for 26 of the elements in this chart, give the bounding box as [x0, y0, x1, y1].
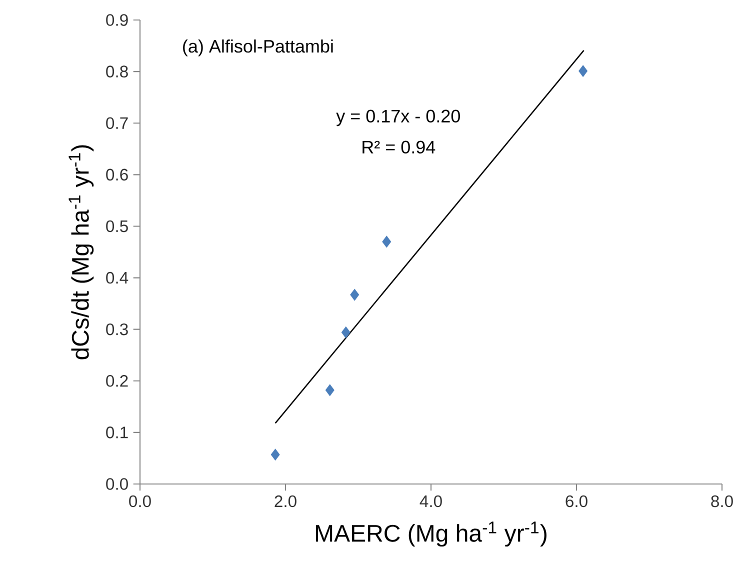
point [341, 326, 350, 338]
y-tick-label: 0.9 [106, 14, 128, 26]
annotation: y = 0.17x - 0.20 [336, 110, 460, 126]
y-tick-label: 0.7 [106, 117, 128, 130]
y-tick-label: 0.3 [106, 323, 128, 336]
x-tick-label: 4.0 [420, 495, 442, 508]
x-axis-title: MAERC (Mg ha$^{-1}$ yr$^{-1}$) [316, 522, 546, 547]
point [382, 236, 392, 248]
point [270, 448, 280, 460]
y-tick-label: 0.0 [106, 478, 128, 490]
annotation: R² = 0.94 [362, 140, 436, 154]
point [350, 288, 360, 301]
y-tick-label: 0.2 [106, 375, 128, 387]
y-tick-label: 0.1 [106, 426, 128, 438]
y-tick-label: 0.5 [106, 220, 128, 232]
x-tick-label: 2.0 [274, 495, 296, 508]
y-tick-label: 0.6 [106, 168, 128, 181]
annotation: (a) Alfisol-Pattambi [183, 39, 333, 56]
y-axis-title: dCs/dt (Mg ha$^{-1}$ yr$^{-1}$) [68, 145, 94, 360]
point [578, 65, 588, 77]
y-tick-label: 0.4 [106, 272, 128, 284]
x-tick-label: 6.0 [566, 495, 588, 508]
y-tick-label: 0.8 [106, 66, 128, 78]
x-tick-label: 8.0 [711, 495, 733, 508]
x-tick-label: 0.0 [129, 495, 151, 508]
point [325, 384, 334, 396]
